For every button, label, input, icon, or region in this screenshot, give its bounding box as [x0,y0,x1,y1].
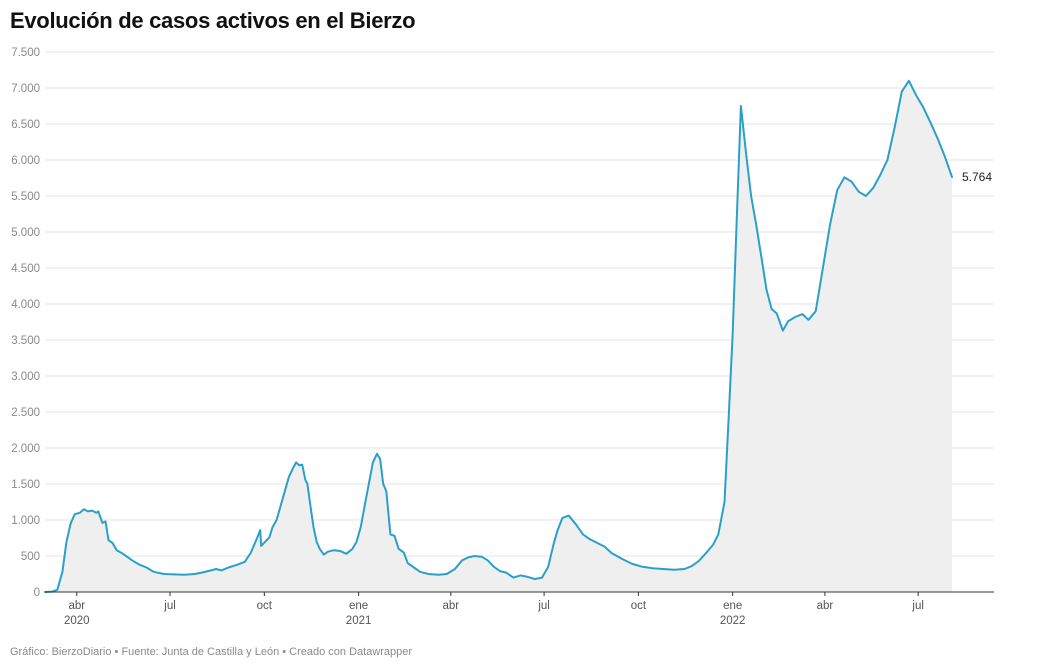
y-tick-label: 6.000 [11,155,40,167]
x-tick-label: abr [443,600,460,612]
y-tick-label: 3.500 [11,335,40,347]
y-tick-label: 0 [34,587,40,599]
x-year-label: 2022 [720,615,746,627]
y-tick-label: 7.000 [11,83,40,95]
x-tick-label: abr [68,600,85,612]
x-tick-label: oct [631,600,647,612]
y-tick-label: 6.500 [11,119,40,131]
x-tick-label: ene [349,600,368,612]
active-cases-line [44,79,953,593]
x-tick-label: jul [163,600,176,612]
y-axis-ticks: 0 500 1.000 1.500 2.000 2.500 3.000 3.500 4.000 4… [11,47,40,599]
y-tick-label: 4.500 [11,263,40,275]
x-axis-ticks: abr 2020 jul oct ene 2021 abr jul oct ene 2022 abr j… [64,592,924,627]
y-tick-label: 5.500 [11,191,40,203]
x-tick-label: jul [537,600,550,612]
x-year-label: 2020 [64,615,90,627]
y-tick-label: 500 [21,551,40,563]
x-tick-label: jul [911,600,924,612]
y-tick-label: 2.000 [11,443,40,455]
chart-title: Evolución de casos activos en el Bierzo [10,8,416,33]
y-tick-label: 4.000 [11,299,40,311]
x-year-label: 2021 [346,615,372,627]
y-tick-label: 7.500 [11,47,40,59]
x-tick-label: abr [817,600,834,612]
end-value-label: 5.764 [962,170,992,184]
chart-footer: Gráfico: BierzoDiario • Fuente: Junta de… [10,646,413,658]
active-cases-area [45,80,952,593]
y-tick-label: 1.000 [11,515,40,527]
x-tick-label: ene [723,600,742,612]
y-tick-label: 5.000 [11,227,40,239]
y-tick-label: 3.000 [11,371,40,383]
y-tick-label: 1.500 [11,479,40,491]
x-tick-label: oct [257,600,273,612]
y-tick-label: 2.500 [11,407,40,419]
